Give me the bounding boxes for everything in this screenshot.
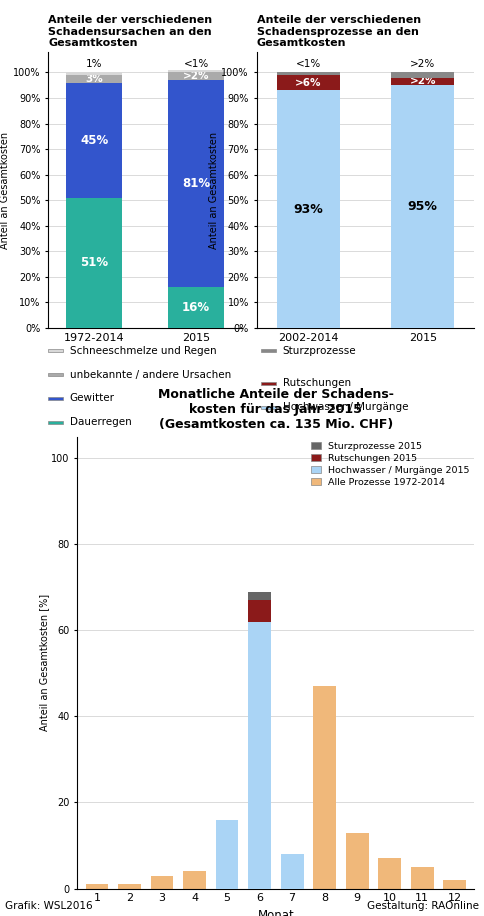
Text: Schneeschmelze und Regen: Schneeschmelze und Regen xyxy=(70,345,216,355)
Text: 45%: 45% xyxy=(80,134,108,147)
Bar xyxy=(118,884,141,889)
Bar xyxy=(276,75,340,91)
Bar xyxy=(168,72,224,80)
Text: 1%: 1% xyxy=(86,59,103,69)
Text: >2%: >2% xyxy=(183,71,210,82)
FancyBboxPatch shape xyxy=(48,373,63,376)
Y-axis label: Anteil an Gesamtkosten: Anteil an Gesamtkosten xyxy=(209,132,219,248)
Bar xyxy=(276,72,340,75)
Bar xyxy=(346,833,369,889)
Bar xyxy=(183,871,206,889)
Text: Hochwasser / Murgänge: Hochwasser / Murgänge xyxy=(283,402,408,412)
Bar xyxy=(248,854,271,889)
Bar xyxy=(66,72,122,75)
FancyBboxPatch shape xyxy=(261,406,276,409)
Text: >2%: >2% xyxy=(410,59,436,69)
Text: Schadensursachen und Schadensprozesse: Schadensursachen und Schadensprozesse xyxy=(5,30,321,43)
Title: Monatliche Anteile der Schadens-
kosten für das Jahr 2015
(Gesamtkosten ca. 135 : Monatliche Anteile der Schadens- kosten … xyxy=(158,388,394,431)
Bar xyxy=(168,287,224,328)
Bar xyxy=(443,880,466,889)
Bar xyxy=(248,600,271,622)
Bar xyxy=(281,867,303,889)
Bar xyxy=(378,858,401,889)
Text: Dauerregen: Dauerregen xyxy=(70,418,132,428)
Text: unbekannte / andere Ursachen: unbekannte / andere Ursachen xyxy=(70,369,231,379)
Bar xyxy=(391,85,454,328)
Bar xyxy=(216,850,239,889)
Text: 3%: 3% xyxy=(85,74,103,84)
Bar xyxy=(66,198,122,328)
Bar xyxy=(66,75,122,82)
Text: 16%: 16% xyxy=(182,301,210,314)
Bar xyxy=(86,884,108,889)
Legend: Sturzprozesse 2015, Rutschungen 2015, Hochwasser / Murgänge 2015, Alle Prozesse : Sturzprozesse 2015, Rutschungen 2015, Ho… xyxy=(311,442,469,486)
Text: <1%: <1% xyxy=(295,59,321,69)
Bar xyxy=(411,867,434,889)
Text: Sturzprozesse: Sturzprozesse xyxy=(283,345,356,355)
Text: Grafik: WSL2016: Grafik: WSL2016 xyxy=(5,901,92,911)
FancyBboxPatch shape xyxy=(261,382,276,385)
Text: Gestaltung: RAOnline: Gestaltung: RAOnline xyxy=(367,901,479,911)
Bar xyxy=(248,622,271,889)
Text: Anteile der verschiedenen
Schadensprozesse an den
Gesamtkosten: Anteile der verschiedenen Schadensprozes… xyxy=(257,16,421,49)
Bar xyxy=(248,592,271,600)
Bar xyxy=(281,854,303,889)
Bar xyxy=(151,876,173,889)
Text: 95%: 95% xyxy=(408,200,438,213)
Text: >2%: >2% xyxy=(409,76,436,86)
FancyBboxPatch shape xyxy=(48,421,63,424)
Y-axis label: Anteil an Gesamtkosten: Anteil an Gesamtkosten xyxy=(0,132,11,248)
Bar xyxy=(216,820,239,889)
FancyBboxPatch shape xyxy=(48,349,63,352)
Bar xyxy=(313,686,336,889)
Text: Anteile der verschiedenen
Schadensursachen an den
Gesamtkosten: Anteile der verschiedenen Schadensursach… xyxy=(48,16,212,49)
Bar xyxy=(168,70,224,72)
FancyBboxPatch shape xyxy=(261,349,276,352)
Text: Gewitter: Gewitter xyxy=(70,394,115,403)
Y-axis label: Anteil an Gesamtkosten [%]: Anteil an Gesamtkosten [%] xyxy=(39,594,49,731)
Bar xyxy=(391,72,454,78)
Bar xyxy=(391,78,454,85)
Text: >6%: >6% xyxy=(295,78,321,88)
Text: 81%: 81% xyxy=(182,177,210,191)
Text: 93%: 93% xyxy=(293,202,323,215)
Text: Schweiz: Naturereignisse: Schweiz: Naturereignisse xyxy=(5,6,154,16)
Bar xyxy=(66,82,122,198)
Bar xyxy=(168,80,224,287)
Text: Rutschungen: Rutschungen xyxy=(283,378,351,388)
Text: 51%: 51% xyxy=(80,256,108,269)
X-axis label: Monat: Monat xyxy=(257,909,294,916)
Bar xyxy=(276,91,340,328)
FancyBboxPatch shape xyxy=(48,398,63,399)
Text: <1%: <1% xyxy=(183,59,209,69)
